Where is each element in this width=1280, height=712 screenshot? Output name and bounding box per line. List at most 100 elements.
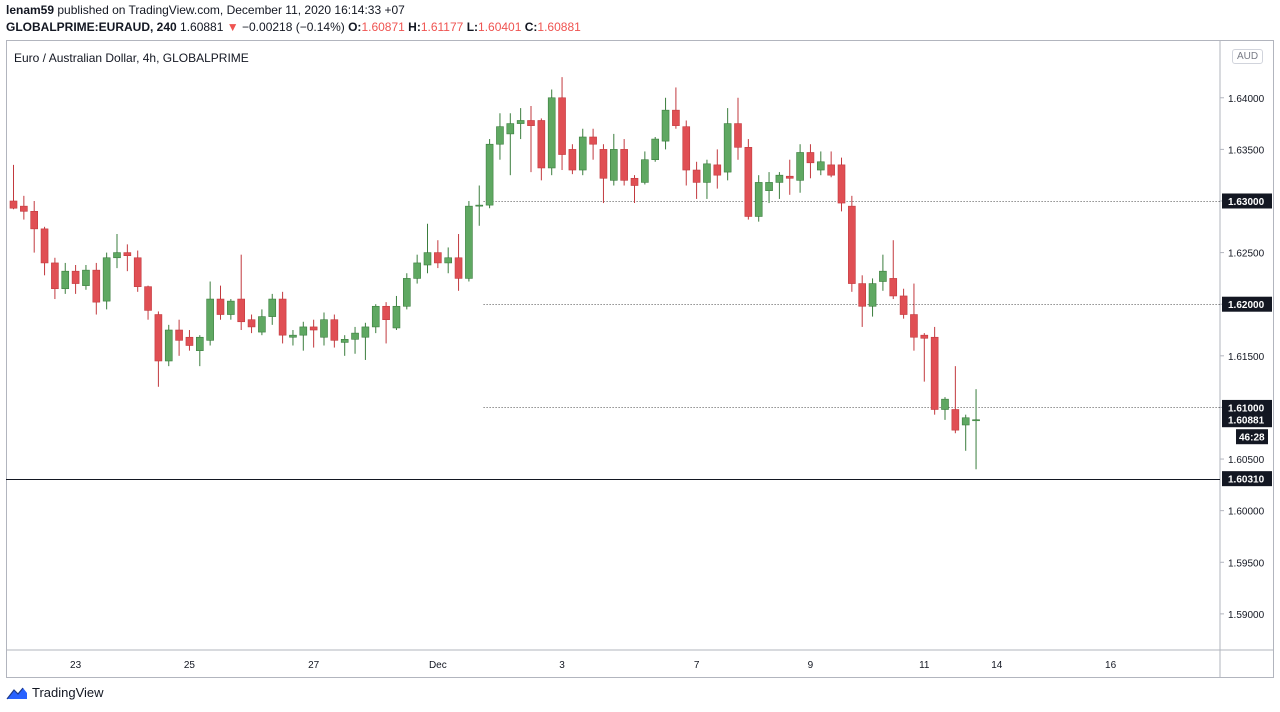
candle-body[interactable] (910, 314, 918, 338)
candle-body[interactable] (858, 283, 867, 307)
candle-body[interactable] (102, 257, 111, 302)
candle-body[interactable] (123, 252, 132, 256)
candle-body[interactable] (578, 136, 587, 171)
candle-body[interactable] (630, 177, 639, 186)
candle-body[interactable] (185, 336, 194, 346)
candle-body[interactable] (661, 109, 670, 142)
candle-body[interactable] (227, 300, 235, 315)
candle-body[interactable] (796, 152, 804, 181)
candle-body[interactable] (754, 182, 763, 217)
candle-body[interactable] (889, 278, 898, 297)
candle-body[interactable] (816, 161, 825, 171)
candle-body[interactable] (113, 252, 121, 259)
candle-body[interactable] (496, 126, 504, 145)
candle-body[interactable] (258, 316, 266, 333)
candle-body[interactable] (413, 262, 421, 279)
candle-body[interactable] (837, 164, 846, 204)
candle-body[interactable] (330, 319, 339, 341)
candle-body[interactable] (961, 417, 970, 426)
currency-badge[interactable]: AUD (1232, 49, 1264, 64)
candle-body[interactable] (82, 269, 90, 286)
candle-body[interactable] (164, 329, 173, 362)
candle-body[interactable] (423, 252, 432, 266)
candle-body[interactable] (20, 205, 28, 212)
candle-body[interactable] (806, 152, 815, 164)
candle-body[interactable] (516, 120, 525, 124)
candle-body[interactable] (744, 147, 753, 217)
candle-body[interactable] (765, 182, 773, 191)
candle-body[interactable] (599, 149, 608, 179)
candle-body[interactable] (848, 205, 856, 284)
candle-body[interactable] (351, 332, 359, 340)
candle-body[interactable] (51, 262, 59, 290)
candle-body[interactable] (475, 204, 484, 207)
candle-body[interactable] (868, 283, 877, 307)
candle-body[interactable] (206, 298, 214, 341)
candle-body[interactable] (620, 149, 628, 181)
candle-body[interactable] (61, 270, 70, 290)
chart-frame[interactable] (6, 40, 1274, 678)
candle-body[interactable] (40, 228, 49, 264)
candle-body[interactable] (289, 334, 297, 338)
candle-body[interactable] (434, 252, 442, 264)
candle-body[interactable] (899, 295, 908, 315)
candle-body[interactable] (30, 211, 39, 230)
candle-body[interactable] (951, 409, 960, 431)
candle-body[interactable] (920, 334, 929, 339)
candle-body[interactable] (941, 398, 949, 410)
candle-body[interactable] (775, 174, 784, 183)
candle-body[interactable] (216, 298, 225, 315)
candle-body[interactable] (320, 319, 328, 338)
candle-body[interactable] (454, 257, 463, 279)
candle-body[interactable] (309, 326, 318, 331)
candle-body[interactable] (734, 123, 742, 148)
candle-body[interactable] (527, 120, 535, 126)
candle-body[interactable] (247, 319, 256, 328)
candle-body[interactable] (713, 164, 722, 176)
candle-body[interactable] (133, 257, 142, 287)
candle-body[interactable] (278, 298, 287, 336)
candle-body[interactable] (879, 270, 887, 282)
candle-body[interactable] (382, 305, 390, 320)
candle-body[interactable] (361, 326, 370, 338)
candle-body[interactable] (71, 270, 80, 284)
candle-body[interactable] (144, 286, 152, 311)
candle-body[interactable] (485, 143, 494, 206)
candle-body[interactable] (268, 298, 277, 317)
y-tick-label: 1.59000 (1228, 610, 1265, 621)
candle-body[interactable] (651, 138, 660, 161)
footer-brand[interactable]: TradingView (6, 685, 104, 700)
candle-body[interactable] (392, 305, 401, 329)
candle-body[interactable] (537, 120, 546, 169)
candle-body[interactable] (589, 136, 597, 145)
publisher-name[interactable]: lenam59 (6, 3, 55, 17)
candle-body[interactable] (9, 200, 18, 209)
candle-body[interactable] (547, 97, 556, 169)
candle-body[interactable] (444, 257, 453, 264)
candle-body[interactable] (92, 269, 101, 303)
candle-body[interactable] (641, 159, 649, 183)
candle-body[interactable] (340, 339, 349, 343)
candle-body[interactable] (175, 329, 183, 341)
candle-body[interactable] (558, 97, 566, 155)
candle-body[interactable] (827, 164, 835, 176)
candle-body[interactable] (723, 123, 732, 173)
candle-body[interactable] (196, 336, 204, 351)
candle-body[interactable] (154, 314, 163, 362)
candle-body[interactable] (692, 169, 701, 183)
candle-body[interactable] (930, 336, 939, 410)
candle-body[interactable] (682, 126, 691, 171)
candle-body[interactable] (299, 326, 308, 336)
candle-body[interactable] (672, 109, 680, 126)
candle-body[interactable] (506, 123, 515, 135)
candle-body[interactable] (465, 205, 473, 279)
candle-body[interactable] (703, 163, 711, 183)
candle-body[interactable] (785, 175, 794, 179)
candle-body[interactable] (237, 298, 245, 323)
candle-body[interactable] (972, 419, 980, 422)
candle-body[interactable] (371, 305, 380, 328)
candle-body[interactable] (402, 278, 411, 307)
candle-body[interactable] (568, 149, 577, 171)
candle-body[interactable] (609, 149, 618, 181)
